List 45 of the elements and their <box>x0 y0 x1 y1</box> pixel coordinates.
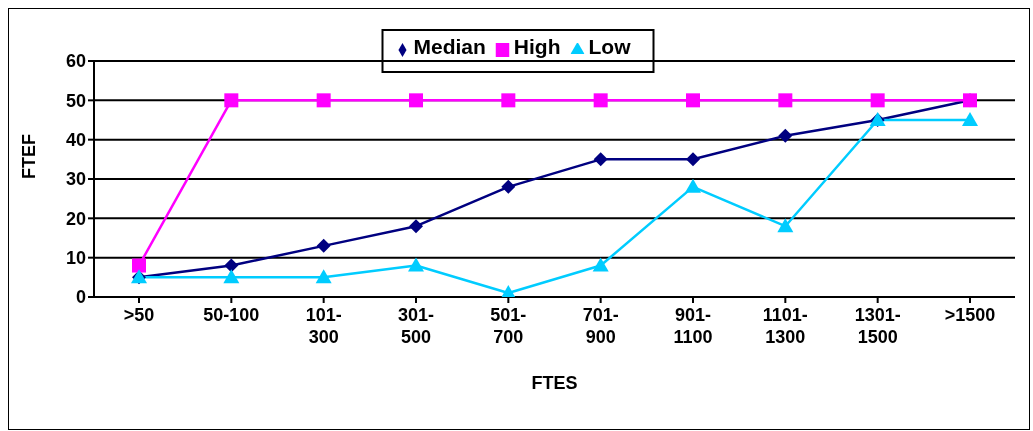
point <box>593 152 608 167</box>
y-tick-label: 40 <box>65 130 86 151</box>
x-tick-label: 501- 700 <box>490 305 527 347</box>
point <box>409 93 423 108</box>
point <box>316 238 331 253</box>
y-tick-label: 20 <box>65 208 86 229</box>
point <box>593 93 608 108</box>
point <box>962 112 978 126</box>
point <box>685 178 701 193</box>
y-tick-label: 0 <box>75 287 86 308</box>
y-axis-title: FTEF <box>19 134 40 179</box>
y-tick-label: 60 <box>65 51 86 72</box>
x-tick-label: 701- 900 <box>582 305 619 347</box>
point <box>870 93 885 108</box>
x-tick-label: 1101- 1300 <box>762 305 808 347</box>
x-tick-label: >1500 <box>944 305 996 325</box>
x-axis-title: FTES <box>531 373 578 393</box>
y-tick-label: 10 <box>65 248 86 269</box>
point <box>315 269 332 284</box>
point <box>224 258 239 273</box>
point <box>778 128 793 143</box>
point <box>778 93 793 108</box>
legend-label: Median <box>413 35 486 58</box>
point <box>592 257 609 272</box>
x-tick-label: 901- 1100 <box>673 305 713 347</box>
x-tick-label: 50-100 <box>203 305 260 325</box>
point <box>409 219 423 234</box>
legend-label: Low <box>588 35 631 58</box>
point <box>686 152 700 167</box>
x-tick-label: >50 <box>123 305 155 325</box>
point <box>777 218 794 233</box>
x-tick-label: 101- 300 <box>305 305 342 347</box>
point <box>408 257 424 272</box>
y-tick-label: 50 <box>65 90 86 111</box>
y-tick-label: 30 <box>65 169 86 190</box>
point <box>223 269 240 284</box>
x-tick-label: 1301- 1500 <box>854 305 901 347</box>
legend-label: High <box>513 35 561 58</box>
point <box>686 93 700 108</box>
point <box>501 179 516 194</box>
point <box>224 93 239 108</box>
point <box>501 93 516 108</box>
point <box>316 93 331 108</box>
point <box>132 258 146 273</box>
x-tick-label: 301- 500 <box>397 305 435 347</box>
